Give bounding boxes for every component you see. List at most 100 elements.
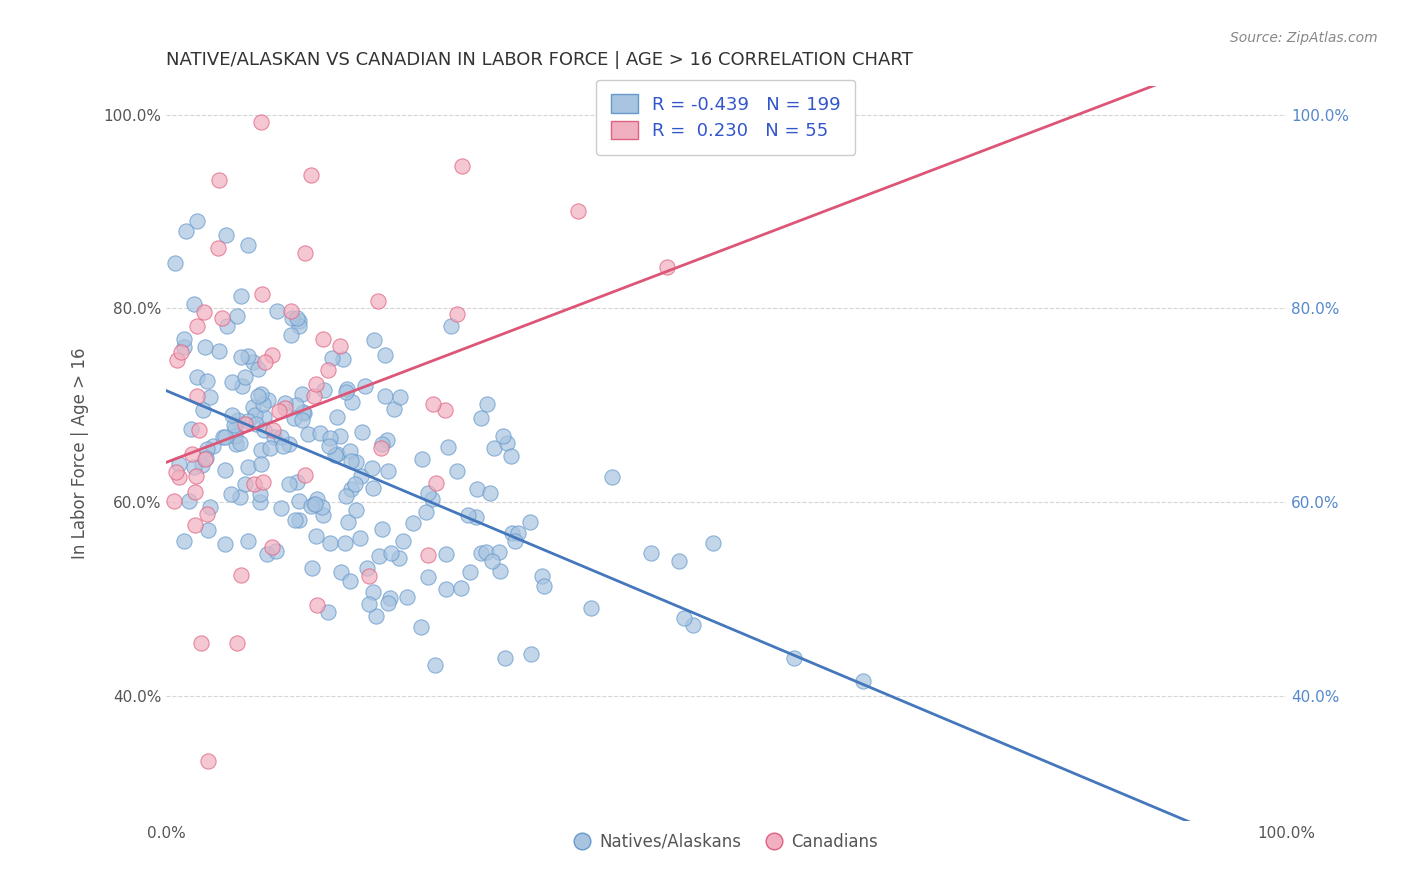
Point (200, 390, 222, 404)
Point (415, 506, 437, 520)
Point (252, 475, 274, 490)
Point (349, 469, 371, 483)
Point (183, 459, 205, 474)
Point (332, 352, 354, 367)
Point (191, 403, 214, 417)
Point (219, 487, 242, 501)
Point (236, 414, 259, 428)
Point (335, 384, 357, 399)
Point (852, 673, 875, 688)
Point (342, 395, 364, 409)
Point (382, 402, 405, 417)
Point (186, 389, 208, 403)
Point (418, 548, 440, 562)
Point (668, 554, 690, 568)
Point (238, 460, 260, 475)
Point (520, 647, 543, 661)
Point (215, 318, 238, 333)
Point (344, 502, 367, 516)
Point (225, 436, 247, 450)
Point (380, 591, 402, 605)
Point (316, 605, 339, 619)
Point (344, 455, 367, 469)
Point (198, 500, 221, 515)
Point (304, 497, 326, 511)
Point (197, 755, 219, 769)
Point (305, 529, 328, 543)
Point (252, 396, 274, 410)
Point (278, 437, 301, 451)
Point (215, 228, 238, 243)
Point (425, 476, 447, 491)
Point (333, 536, 356, 550)
Point (307, 491, 329, 506)
Point (434, 547, 457, 561)
Point (195, 374, 218, 388)
Point (245, 409, 267, 423)
Point (236, 238, 259, 252)
Point (380, 546, 402, 560)
Point (273, 395, 295, 409)
Point (226, 636, 249, 650)
Point (165, 255, 187, 269)
Point (169, 344, 191, 359)
Point (167, 470, 190, 484)
Point (193, 305, 215, 319)
Point (226, 309, 249, 323)
Point (221, 408, 243, 422)
Point (211, 430, 233, 444)
Point (501, 526, 523, 541)
Point (357, 569, 380, 583)
Point (470, 546, 492, 560)
Point (249, 494, 271, 508)
Point (191, 458, 214, 472)
Point (253, 354, 276, 368)
Point (308, 426, 330, 441)
Point (163, 494, 186, 508)
Point (173, 534, 195, 549)
Point (371, 523, 394, 537)
Point (316, 363, 339, 377)
Point (228, 413, 250, 427)
Point (194, 450, 217, 465)
Point (363, 334, 385, 348)
Legend: R = -0.439   N = 199, R =  0.230   N = 55: R = -0.439 N = 199, R = 0.230 N = 55 (596, 79, 855, 154)
Point (600, 469, 623, 483)
Point (233, 417, 256, 432)
Point (377, 596, 399, 610)
Point (482, 441, 505, 455)
Point (249, 864, 271, 879)
Point (249, 487, 271, 501)
Point (311, 508, 333, 523)
Point (437, 440, 460, 454)
Point (477, 397, 499, 411)
Point (270, 501, 292, 516)
Point (375, 433, 398, 447)
Point (238, 350, 260, 364)
Point (167, 457, 190, 471)
Point (489, 564, 512, 578)
Point (389, 391, 412, 405)
Point (188, 423, 211, 437)
Point (312, 383, 335, 397)
Point (291, 387, 314, 401)
Point (260, 348, 283, 362)
Point (440, 319, 463, 334)
Point (311, 500, 333, 514)
Point (367, 549, 389, 563)
Point (494, 650, 516, 665)
Point (329, 428, 352, 442)
Point (336, 382, 359, 396)
Point (434, 582, 457, 597)
Point (250, 115, 273, 129)
Point (318, 439, 340, 453)
Point (229, 568, 252, 582)
Point (259, 441, 281, 455)
Point (245, 417, 267, 432)
Point (233, 370, 256, 384)
Point (533, 579, 555, 593)
Point (370, 437, 392, 451)
Point (224, 418, 246, 433)
Point (297, 427, 319, 442)
Point (446, 464, 468, 478)
